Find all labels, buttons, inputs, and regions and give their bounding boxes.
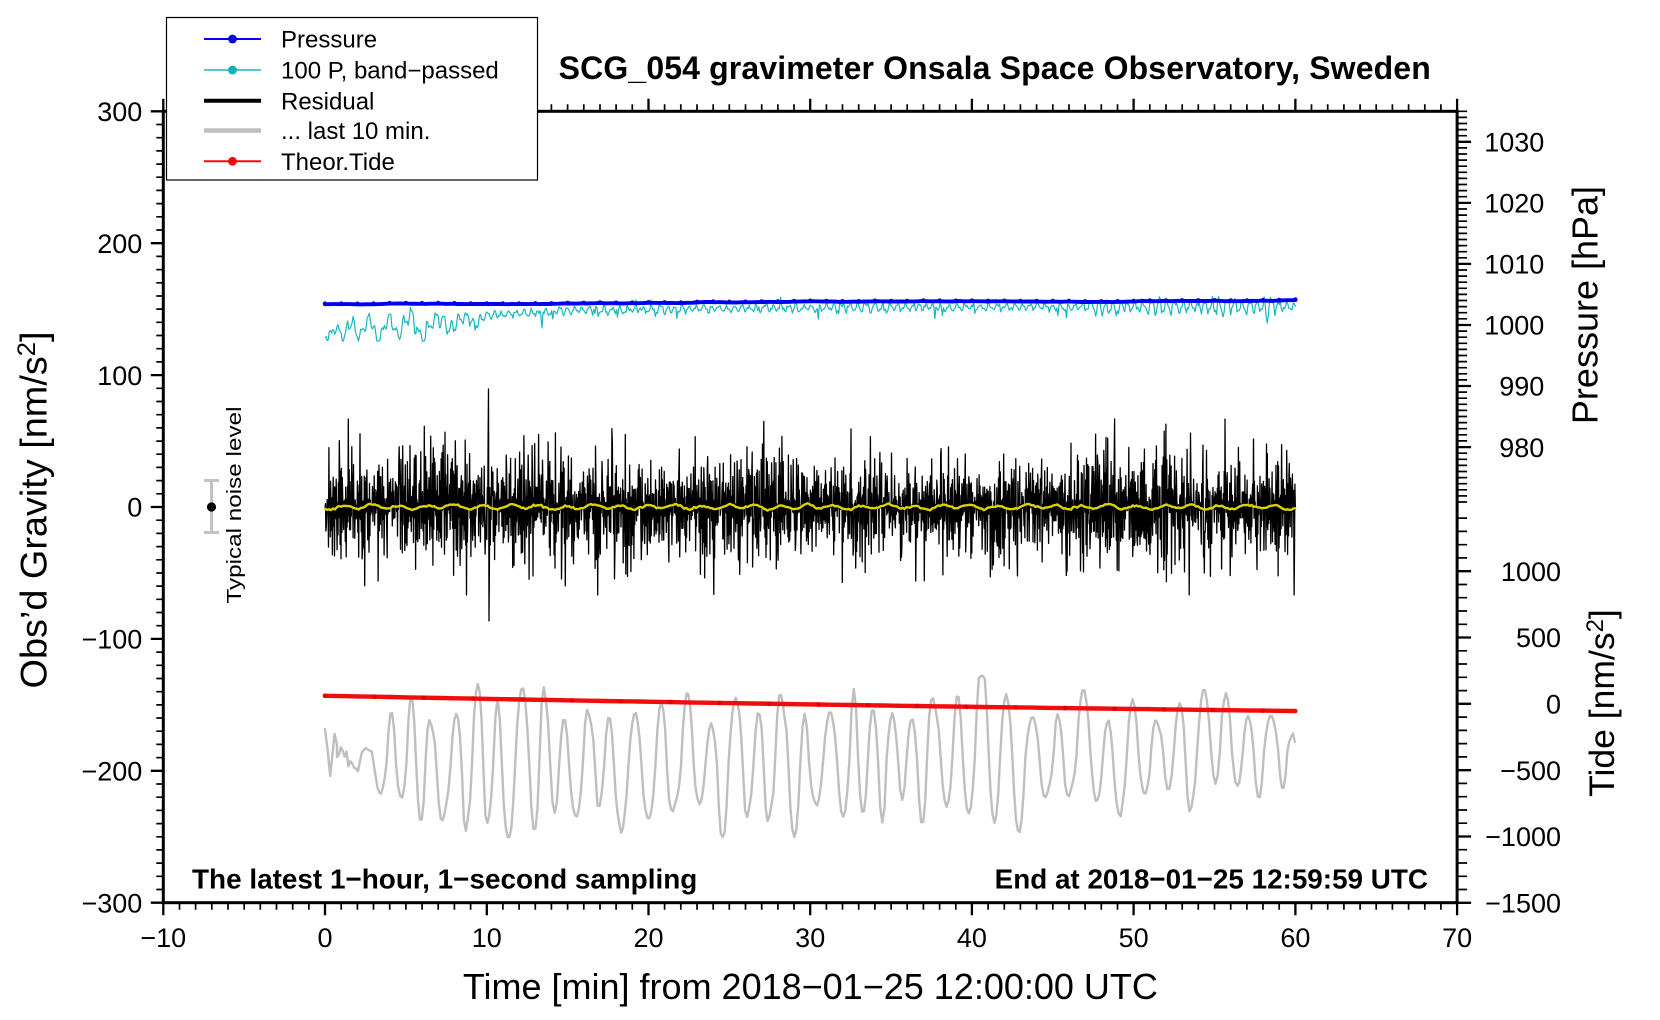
svg-text:990: 990 — [1499, 372, 1544, 402]
svg-text:40: 40 — [957, 923, 987, 953]
svg-text:−100: −100 — [81, 625, 142, 655]
svg-text:Tide [nm/s2]: Tide [nm/s2] — [1582, 609, 1622, 797]
svg-text:60: 60 — [1280, 923, 1310, 953]
svg-text:Time [min] from 2018−01−25 12:: Time [min] from 2018−01−25 12:00:00 UTC — [463, 966, 1158, 1007]
svg-text:−1500: −1500 — [1485, 889, 1561, 919]
svg-text:0: 0 — [1546, 690, 1561, 720]
svg-text:The latest 1−hour, 1−second sa: The latest 1−hour, 1−second sampling — [192, 864, 697, 895]
svg-text:300: 300 — [97, 97, 142, 127]
svg-text:20: 20 — [633, 923, 663, 953]
svg-text:500: 500 — [1516, 623, 1561, 653]
svg-text:Pressure [hPa]: Pressure [hPa] — [1565, 186, 1606, 424]
svg-text:100 P, band−passed: 100 P, band−passed — [281, 58, 499, 85]
svg-text:Theor.Tide: Theor.Tide — [281, 149, 395, 176]
svg-text:−300: −300 — [81, 888, 142, 918]
svg-text:−200: −200 — [81, 757, 142, 787]
svg-text:30: 30 — [795, 923, 825, 953]
svg-text:100: 100 — [97, 361, 142, 391]
svg-text:... last 10 min.: ... last 10 min. — [281, 118, 430, 145]
svg-text:1000: 1000 — [1501, 557, 1561, 587]
svg-text:0: 0 — [127, 493, 142, 523]
svg-text:10: 10 — [472, 923, 502, 953]
svg-text:Pressure: Pressure — [281, 27, 377, 54]
svg-text:200: 200 — [97, 229, 142, 259]
svg-text:−10: −10 — [140, 923, 186, 953]
svg-text:Residual: Residual — [281, 88, 374, 115]
svg-text:End at 2018−01−25 12:59:59 UTC: End at 2018−01−25 12:59:59 UTC — [995, 864, 1428, 895]
svg-text:1000: 1000 — [1484, 311, 1544, 341]
svg-text:50: 50 — [1119, 923, 1149, 953]
svg-text:0: 0 — [317, 923, 332, 953]
svg-text:Typical noise level: Typical noise level — [223, 407, 246, 604]
svg-text:−500: −500 — [1500, 756, 1561, 786]
svg-text:70: 70 — [1442, 923, 1472, 953]
svg-text:Obs’d Gravity [nm/s2]: Obs’d Gravity [nm/s2] — [13, 331, 55, 688]
svg-text:SCG_054 gravimeter Onsala Spac: SCG_054 gravimeter Onsala Space Observat… — [559, 50, 1431, 86]
svg-text:−1000: −1000 — [1485, 822, 1561, 852]
svg-text:1020: 1020 — [1484, 189, 1544, 219]
svg-text:1010: 1010 — [1484, 250, 1544, 280]
svg-text:1030: 1030 — [1484, 128, 1544, 158]
svg-text:980: 980 — [1499, 433, 1544, 463]
